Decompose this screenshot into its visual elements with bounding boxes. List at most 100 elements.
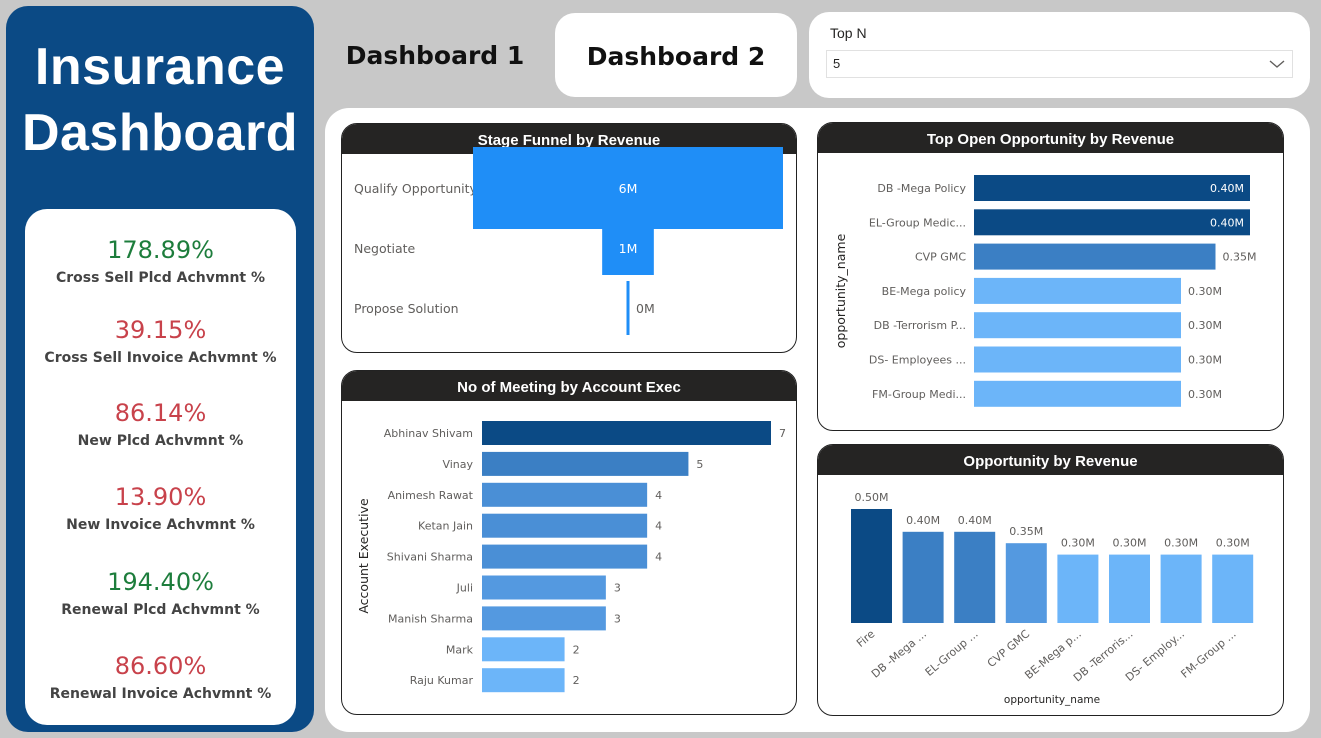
y-tick-label: Manish Sharma bbox=[388, 612, 473, 625]
data-label: 3 bbox=[614, 612, 621, 625]
kpi-new-invoice: 13.90% New Invoice Achvmnt % bbox=[25, 482, 296, 534]
y-tick-label: Mark bbox=[446, 643, 474, 656]
data-label: 0.40M bbox=[1210, 182, 1244, 195]
bar bbox=[482, 451, 689, 476]
y-tick-label: Abhinav Shivam bbox=[384, 427, 473, 440]
kpi-label: New Plcd Achvmnt % bbox=[77, 433, 244, 449]
kpi-label: Cross Sell Invoice Achvmnt % bbox=[44, 350, 277, 366]
y-tick-label: Shivani Sharma bbox=[387, 551, 473, 564]
card-title: Opportunity by Revenue bbox=[818, 445, 1283, 475]
app-title-line2: Dashboard bbox=[21, 104, 299, 162]
x-tick-label: Fire bbox=[854, 627, 878, 650]
kpi-value: 194.40% bbox=[107, 568, 214, 596]
data-label: 0.50M bbox=[855, 491, 889, 504]
funnel-bar bbox=[626, 281, 630, 335]
funnel-category-label: Qualify Opportunity bbox=[354, 181, 478, 196]
bar bbox=[482, 575, 606, 600]
data-label: 2 bbox=[573, 674, 580, 687]
data-label: 0.40M bbox=[958, 514, 992, 527]
kpi-label: Renewal Plcd Achvmnt % bbox=[61, 602, 260, 618]
y-tick-label: Ketan Jain bbox=[418, 520, 473, 533]
kpi-renewal-plcd: 194.40% Renewal Plcd Achvmnt % bbox=[25, 567, 296, 619]
chevron-down-icon[interactable] bbox=[1268, 55, 1286, 73]
y-tick-label: DB -Mega Policy bbox=[877, 182, 966, 195]
slicer-selected-value: 5 bbox=[833, 56, 841, 71]
data-label: 3 bbox=[614, 582, 621, 595]
y-axis-title: opportunity_name bbox=[833, 233, 848, 348]
data-label: 0.40M bbox=[1210, 216, 1244, 229]
data-label: 0.35M bbox=[1009, 525, 1043, 538]
meetings-chart: Account Executive Abhinav Shivam 7 Vinay 5 An… bbox=[356, 421, 786, 693]
y-tick-label: FM-Group Medi... bbox=[872, 388, 966, 401]
kpi-new-plcd: 86.14% New Plcd Achvmnt % bbox=[25, 398, 296, 450]
kpi-cross-sell-invoice: 39.15% Cross Sell Invoice Achvmnt % bbox=[25, 315, 296, 367]
funnel-category-label: Negotiate bbox=[354, 241, 416, 256]
top-open-opportunity-card: Top Open Opportunity by Revenue opportun… bbox=[817, 122, 1284, 431]
top-n-dropdown[interactable]: 5 bbox=[826, 50, 1293, 78]
funnel-data-label: 6M bbox=[619, 181, 638, 196]
bar bbox=[482, 544, 648, 569]
dashboard-1-button[interactable]: Dashboard 1 bbox=[345, 41, 525, 70]
app-title: Insurance Dashboard bbox=[6, 34, 314, 166]
bar bbox=[851, 509, 892, 623]
bar bbox=[974, 312, 1181, 339]
x-tick-label: EL-Group ... bbox=[923, 627, 981, 679]
kpi-cross-sell-plcd: 178.89% Cross Sell Plcd Achvmnt % bbox=[25, 235, 296, 287]
data-label: 0.30M bbox=[1113, 537, 1147, 550]
bar bbox=[954, 531, 996, 623]
bar bbox=[482, 482, 648, 507]
bar bbox=[974, 243, 1216, 270]
y-tick-label: Vinay bbox=[442, 458, 473, 471]
data-label: 0.30M bbox=[1061, 537, 1095, 550]
kpi-label: Cross Sell Plcd Achvmnt % bbox=[55, 270, 265, 286]
top-open-opportunity-chart: opportunity_name DB -Mega Policy 0.40M EL-G… bbox=[833, 175, 1257, 407]
bar bbox=[1160, 554, 1202, 623]
bar bbox=[974, 175, 1250, 201]
y-axis-title: Account Executive bbox=[356, 498, 371, 614]
y-tick-label: Raju Kumar bbox=[410, 674, 474, 687]
dashboard-2-button[interactable]: Dashboard 2 bbox=[555, 13, 797, 97]
funnel-bar bbox=[602, 221, 654, 275]
opportunity-revenue-chart: 0.50M Fire 0.40M DB -Mega ... 0.40M EL-Group … bbox=[851, 491, 1254, 706]
bar bbox=[1212, 554, 1254, 623]
funnel-category-label: Propose Solution bbox=[354, 301, 459, 316]
card-title: No of Meeting by Account Exec bbox=[342, 371, 796, 401]
top-n-slicer: Top N 5 bbox=[809, 12, 1310, 98]
meetings-card: No of Meeting by Account Exec Account Ex… bbox=[341, 370, 797, 715]
y-tick-label: BE-Mega policy bbox=[882, 285, 967, 298]
kpi-value: 13.90% bbox=[114, 483, 207, 511]
kpi-label: New Invoice Achvmnt % bbox=[66, 517, 255, 533]
x-tick-label: FM-Group ... bbox=[1178, 627, 1238, 680]
data-label: 0.30M bbox=[1216, 537, 1250, 550]
data-label: 0.30M bbox=[1188, 388, 1222, 401]
data-label: 0.35M bbox=[1223, 251, 1257, 264]
x-tick-label: DB -Mega ... bbox=[869, 627, 929, 680]
data-label: 4 bbox=[655, 551, 662, 564]
y-tick-label: Juli bbox=[456, 582, 473, 595]
app-title-line1: Insurance bbox=[34, 38, 286, 96]
slicer-label: Top N bbox=[830, 25, 867, 41]
bar bbox=[482, 637, 565, 662]
stage-funnel-chart: Qualify Opportunity 6M Negotiate 1M Propose … bbox=[354, 147, 783, 335]
x-axis-title: opportunity_name bbox=[1004, 694, 1100, 706]
bar bbox=[1057, 554, 1099, 623]
funnel-data-label: 1M bbox=[619, 241, 638, 256]
bar bbox=[482, 513, 648, 538]
kpi-value: 178.89% bbox=[107, 236, 214, 264]
bar bbox=[974, 346, 1181, 373]
bar bbox=[482, 668, 565, 693]
data-label: 0.30M bbox=[1188, 319, 1222, 332]
kpi-value: 39.15% bbox=[114, 316, 207, 344]
funnel-data-label: 0M bbox=[636, 301, 655, 316]
data-label: 4 bbox=[655, 489, 662, 502]
bar bbox=[482, 421, 771, 445]
x-tick-label: CVP GMC bbox=[985, 627, 1033, 670]
data-label: 4 bbox=[655, 520, 662, 533]
bar bbox=[1109, 554, 1150, 623]
kpi-value: 86.60% bbox=[114, 652, 207, 680]
data-label: 0.40M bbox=[906, 514, 940, 527]
bar bbox=[1005, 543, 1047, 623]
data-label: 0.30M bbox=[1188, 285, 1222, 298]
bar bbox=[974, 209, 1250, 236]
data-label: 0.30M bbox=[1188, 354, 1222, 367]
